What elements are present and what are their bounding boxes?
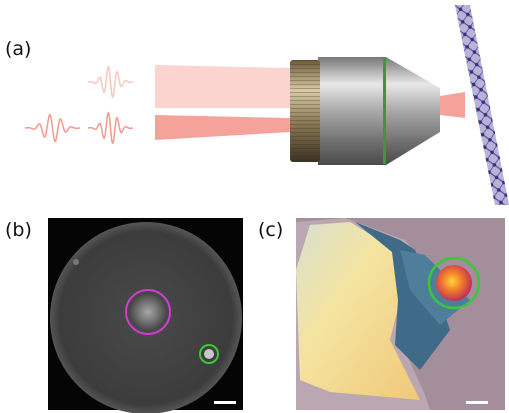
beam xyxy=(155,115,290,140)
scale-bar xyxy=(466,401,488,404)
objective-body xyxy=(318,57,386,165)
panel-label: (c) xyxy=(258,219,283,241)
wave-packets xyxy=(25,67,133,143)
beam xyxy=(155,65,290,108)
panel-label: (b) xyxy=(5,219,32,241)
spot xyxy=(436,265,472,301)
wave-packet xyxy=(88,113,133,143)
knurl xyxy=(290,60,320,162)
page: (a) (b) (c) (() => { const data = JSON.p… xyxy=(0,0,509,413)
scale-bar xyxy=(214,401,236,404)
speck xyxy=(73,259,79,265)
focus-beam xyxy=(440,92,465,118)
objective-cone xyxy=(386,57,440,165)
wave-packet xyxy=(25,115,80,142)
spot xyxy=(130,294,166,330)
figure: (a) (b) (c) xyxy=(0,0,509,413)
panel-label: (a) xyxy=(5,38,31,60)
wave-packet xyxy=(88,67,133,97)
spot xyxy=(204,349,214,359)
